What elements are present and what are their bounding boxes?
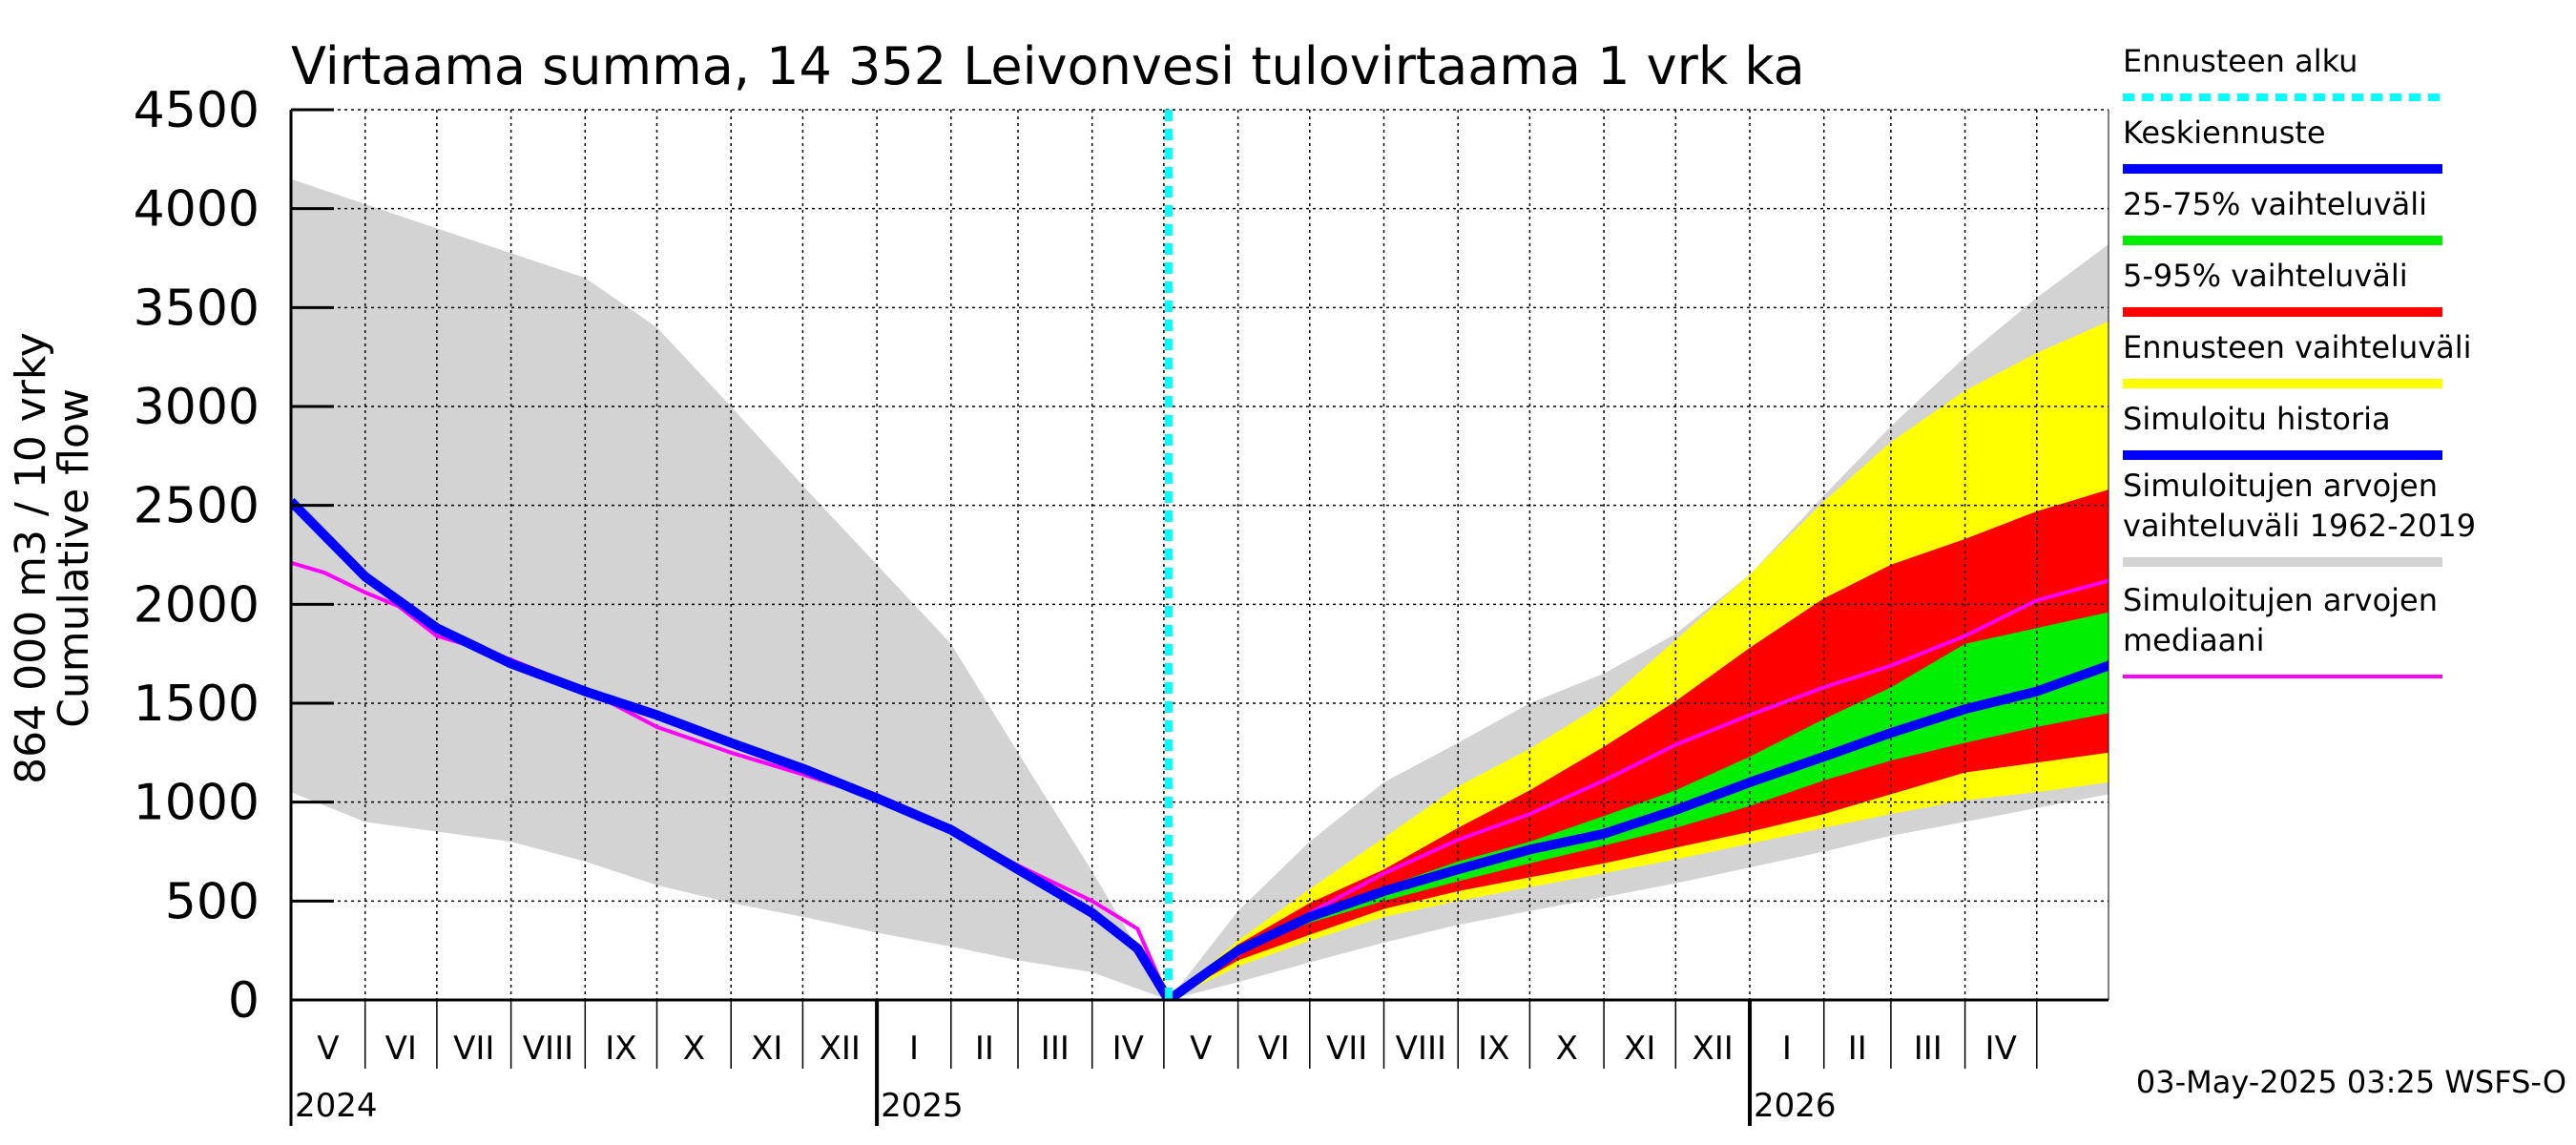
chart-title: Virtaama summa, 14 352 Leivonvesi tulovi… <box>291 36 1805 96</box>
legend-label: 5-95% vaihteluväli <box>2123 258 2408 294</box>
band-3 <box>1168 612 2109 1000</box>
legend-label: 25-75% vaihteluväli <box>2123 186 2427 222</box>
month-label: X <box>683 1030 705 1068</box>
y-tick-label: 3000 <box>134 379 260 436</box>
series-line-1 <box>291 497 1174 1000</box>
footer-timestamp: 03-May-2025 03:25 WSFS-O <box>2136 1064 2566 1100</box>
legend-label: Simuloitu historia <box>2123 401 2391 437</box>
y-tick-label: 2000 <box>134 576 260 634</box>
month-label: IX <box>1478 1030 1509 1068</box>
month-label: XI <box>1624 1030 1655 1068</box>
legend-label: vaihteluväli 1962-2019 <box>2123 508 2476 544</box>
band-1 <box>1168 321 2109 1000</box>
month-label: V <box>317 1030 339 1068</box>
y-tick-label: 3500 <box>134 280 260 337</box>
month-label: III <box>1041 1030 1070 1068</box>
legend-label: Simuloitujen arvojen <box>2123 468 2438 504</box>
month-label: IX <box>605 1030 636 1068</box>
month-label: VIII <box>1396 1030 1446 1068</box>
legend-label: mediaani <box>2123 622 2264 658</box>
y-axis-label-line: 864 000 m3 / 10 vrky <box>7 332 55 784</box>
month-label: XII <box>820 1030 861 1068</box>
legend: Ennusteen alku Keskiennuste 25-75% vaihtel… <box>2123 43 2476 678</box>
month-label: VI <box>1258 1030 1290 1068</box>
grid <box>291 109 2109 1000</box>
month-label: VII <box>1326 1030 1367 1068</box>
month-label: XII <box>1692 1030 1733 1068</box>
series-line-2 <box>1165 659 2109 1000</box>
y-tick-label: 4500 <box>134 82 260 139</box>
plot-area <box>291 178 2109 1000</box>
month-label: II <box>975 1030 994 1068</box>
year-label: 2026 <box>1754 1087 1837 1125</box>
month-label: XI <box>751 1030 782 1068</box>
month-label: VII <box>453 1030 494 1068</box>
series-lines <box>291 110 2109 1000</box>
month-label: V <box>1190 1030 1212 1068</box>
y-tick-label: 1500 <box>134 676 260 733</box>
month-label: III <box>1914 1030 1942 1068</box>
year-label: 2024 <box>295 1087 378 1125</box>
y-tick-label: 4000 <box>134 181 260 239</box>
month-label: VIII <box>523 1030 573 1068</box>
legend-label: Ennusteen alku <box>2123 43 2358 79</box>
legend-label: Keskiennuste <box>2123 114 2326 151</box>
y-tick-label: 0 <box>228 972 260 1030</box>
legend-label: Ennusteen vaihteluväli <box>2123 329 2472 365</box>
y-axis-label-line: Cumulative flow <box>50 388 98 728</box>
month-label: X <box>1556 1030 1578 1068</box>
y-tick-label: 500 <box>165 873 260 930</box>
year-label: 2025 <box>881 1087 964 1125</box>
legend-label: Simuloitujen arvojen <box>2123 582 2438 618</box>
month-label: IV <box>1985 1030 2017 1068</box>
y-tick-label: 2500 <box>134 478 260 535</box>
band-2 <box>1168 489 2109 1000</box>
month-label: II <box>1848 1030 1867 1068</box>
month-label: VI <box>385 1030 417 1068</box>
month-label: IV <box>1112 1030 1144 1068</box>
month-label: I <box>909 1030 919 1068</box>
y-tick-label: 1000 <box>134 775 260 832</box>
month-label: I <box>1782 1030 1792 1068</box>
